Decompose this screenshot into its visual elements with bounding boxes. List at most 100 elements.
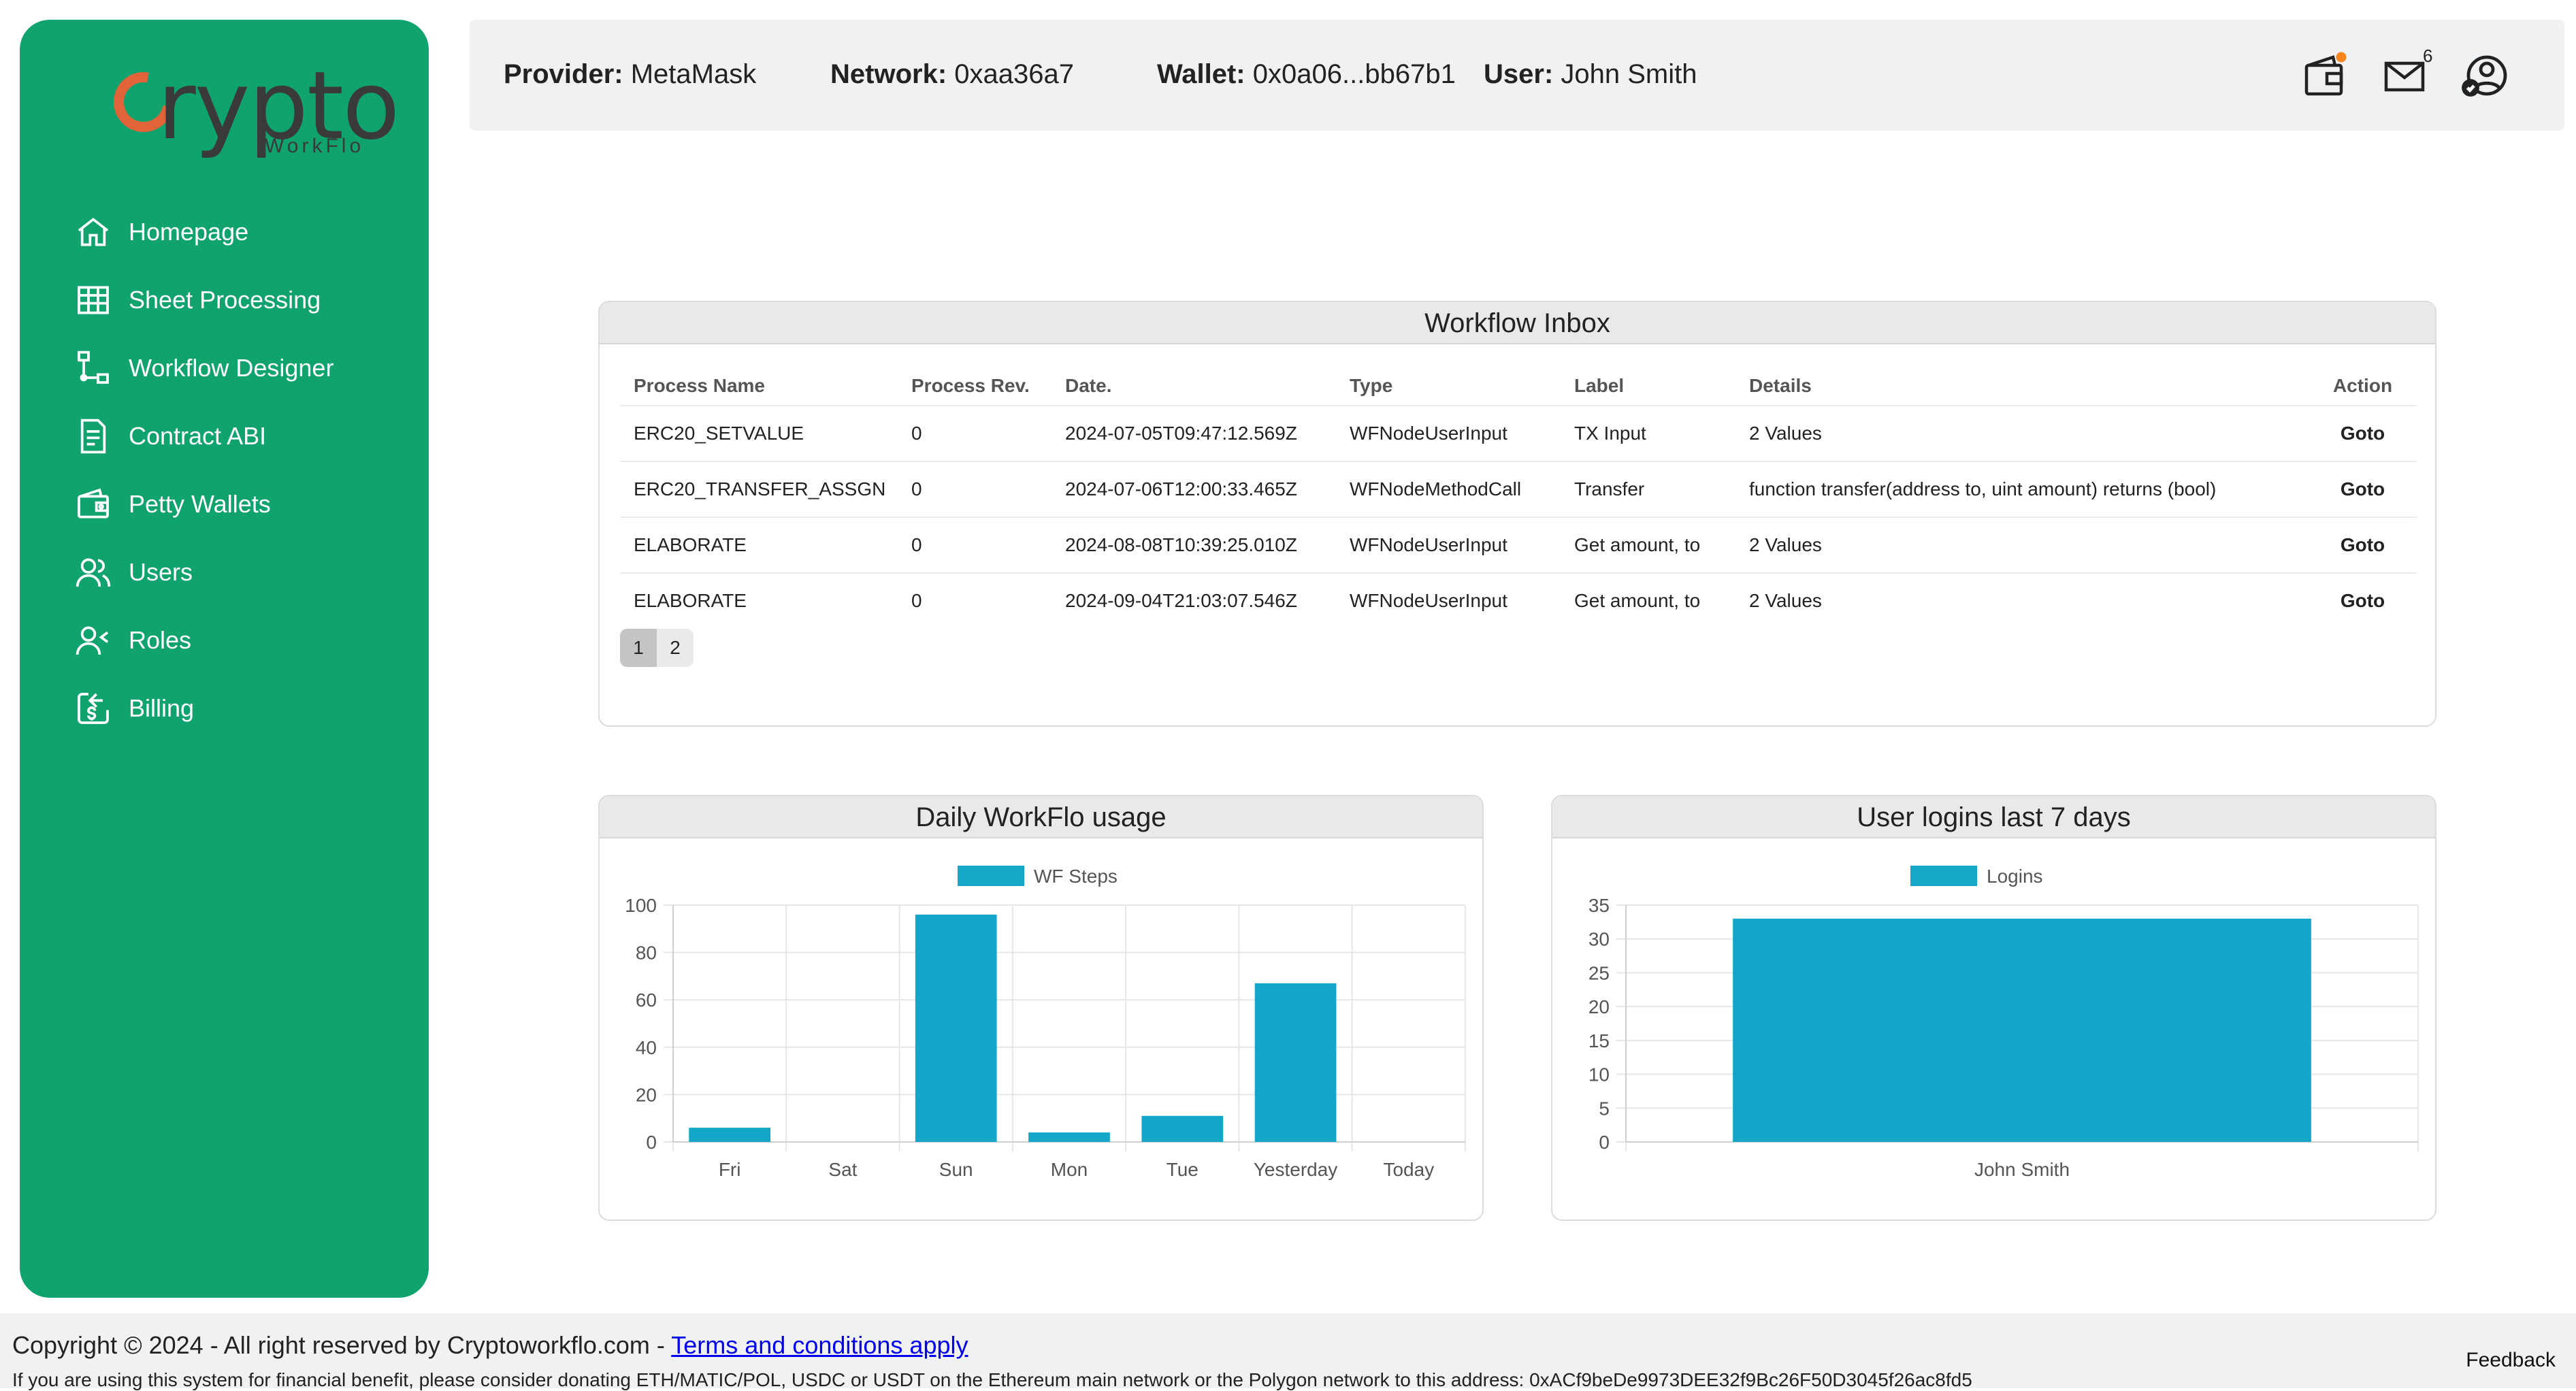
x-tick-label: Sat	[828, 1159, 857, 1180]
y-tick-label: 20	[1588, 996, 1610, 1017]
user-label: User:	[1484, 59, 1554, 89]
bar-sun	[915, 914, 997, 1142]
terms-link[interactable]: Terms and conditions apply	[671, 1331, 968, 1359]
goto-button[interactable]: Goto	[2295, 572, 2417, 628]
cell-type: WFNodeUserInput	[1336, 405, 1561, 461]
sidebar: rypto WorkFlo Homepage Sheet Processing …	[20, 20, 429, 1298]
donation-note: If you are using this system for financi…	[12, 1369, 1972, 1390]
cell-date: 2024-07-05T09:47:12.569Z	[1051, 405, 1336, 461]
cell-process-rev: 0	[898, 572, 1051, 628]
user-logins-title: User logins last 7 days	[1552, 796, 2435, 838]
user-info: User: John Smith	[1484, 59, 1697, 90]
cell-date: 2024-09-04T21:03:07.546Z	[1051, 572, 1336, 628]
bar-tue	[1141, 1115, 1224, 1142]
daily-usage-chart: WF Steps 0 20 40 60 80 100 Fri Sat Sun Mon Tue Yeste…	[625, 866, 1466, 1180]
workflow-inbox-title: Workflow Inbox	[600, 302, 2435, 344]
sidebar-item-homepage[interactable]: Homepage	[74, 198, 414, 266]
network-value: 0xaa36a7	[954, 59, 1074, 89]
cell-process-rev: 0	[898, 405, 1051, 461]
sidebar-item-roles[interactable]: Roles	[74, 606, 414, 674]
logo-sub: WorkFlo	[265, 135, 365, 157]
legend-label: WF Steps	[1034, 866, 1118, 887]
sidebar-item-label: Users	[129, 558, 193, 586]
sidebar-item-label: Petty Wallets	[129, 490, 271, 518]
cell-label: Transfer	[1561, 461, 1735, 517]
cell-process-name: ERC20_SETVALUE	[620, 405, 898, 461]
sidebar-item-users[interactable]: Users	[74, 538, 414, 606]
network-label: Network:	[830, 59, 947, 89]
home-icon	[78, 217, 109, 246]
cell-label: TX Input	[1561, 405, 1735, 461]
cell-date: 2024-08-08T10:39:25.010Z	[1051, 517, 1336, 573]
sidebar-item-billing[interactable]: Billing	[74, 674, 414, 742]
bar-fri	[689, 1128, 771, 1142]
goto-button[interactable]: Goto	[2295, 405, 2417, 461]
cell-date: 2024-07-06T12:00:33.465Z	[1051, 461, 1336, 517]
wallet-value: 0x0a06...bb67b1	[1252, 59, 1456, 89]
bar-mon	[1028, 1132, 1110, 1142]
copyright-label: Copyright © 2024 - All right reserved by…	[12, 1331, 672, 1359]
metamask-wallet-icon[interactable]	[2300, 51, 2349, 100]
col-details: Details	[1749, 375, 1812, 396]
y-tick-label: 20	[636, 1084, 657, 1105]
feedback-button[interactable]: Feedback	[2466, 1349, 2556, 1371]
y-tick-label: 30	[1588, 929, 1610, 950]
table-row: ERC20_TRANSFER_ASSGN 0 2024-07-06T12:00:…	[620, 461, 2417, 517]
cell-type: WFNodeUserInput	[1336, 572, 1561, 628]
cell-process-rev: 0	[898, 517, 1051, 573]
sidebar-item-label: Sheet Processing	[129, 286, 321, 314]
user-logins-card: User logins last 7 days Logins 0 5 10 15 20 25…	[1551, 795, 2436, 1221]
sidebar-item-label: Homepage	[129, 218, 249, 246]
sidebar-item-contract-abi[interactable]: Contract ABI	[74, 402, 414, 470]
pagination: 1 2	[620, 629, 694, 667]
footer: Copyright © 2024 - All right reserved by…	[0, 1313, 2576, 1390]
y-tick-label: 35	[1588, 895, 1610, 916]
bar-john-smith	[1733, 918, 2311, 1142]
inbox-table: Process Name Process Rev. Date. Type Lab…	[620, 367, 2417, 628]
page-1-button[interactable]: 1	[620, 629, 657, 667]
y-tick-label: 40	[636, 1037, 657, 1058]
network-info: Network: 0xaa36a7	[830, 59, 1074, 90]
mail-count-badge: 6	[2423, 46, 2433, 66]
legend-swatch	[1910, 866, 1977, 886]
sidebar-item-workflow-designer[interactable]: Workflow Designer	[74, 334, 414, 402]
mail-icon[interactable]	[2382, 51, 2431, 100]
cell-type: WFNodeMethodCall	[1336, 461, 1561, 517]
wallet-icon	[78, 488, 109, 519]
y-tick-label: 15	[1588, 1030, 1610, 1051]
goto-button[interactable]: Goto	[2295, 461, 2417, 517]
workflow-icon	[78, 350, 109, 384]
cell-label: Get amount, to	[1561, 572, 1735, 628]
cell-label: Get amount, to	[1561, 517, 1735, 573]
daily-usage-card: Daily WorkFlo usage WF Steps 0 20 40 60 80 100…	[598, 795, 1484, 1221]
table-header-row: Process Name Process Rev. Date. Type Lab…	[620, 367, 2417, 406]
workflow-inbox-card: Workflow Inbox Process Name Process Rev.…	[598, 301, 2436, 727]
y-tick-label: 0	[1599, 1132, 1610, 1153]
sidebar-item-sheet-processing[interactable]: Sheet Processing	[74, 266, 414, 334]
copyright-text: Copyright © 2024 - All right reserved by…	[12, 1331, 968, 1360]
sidebar-item-label: Roles	[129, 626, 192, 654]
legend-swatch	[958, 866, 1024, 886]
provider-value: MetaMask	[630, 59, 757, 89]
x-tick-label: John Smith	[1974, 1159, 2070, 1180]
user-value: John Smith	[1561, 59, 1697, 89]
sidebar-item-label: Billing	[129, 694, 195, 722]
table-row: ELABORATE 0 2024-09-04T21:03:07.546Z WFN…	[620, 572, 2417, 628]
col-type: Type	[1350, 375, 1393, 396]
x-tick-label: Sun	[939, 1159, 973, 1180]
logo[interactable]: rypto WorkFlo	[95, 50, 400, 169]
cell-process-name: ELABORATE	[620, 517, 898, 573]
cell-process-name: ERC20_TRANSFER_ASSGN	[620, 461, 898, 517]
col-process-rev: Process Rev.	[911, 375, 1030, 396]
sidebar-item-label: Contract ABI	[129, 422, 267, 450]
user-account-icon[interactable]	[2460, 51, 2509, 100]
x-tick-label: Fri	[719, 1159, 741, 1180]
wallet-label: Wallet:	[1157, 59, 1245, 89]
y-tick-label: 5	[1599, 1098, 1610, 1119]
col-date: Date.	[1065, 375, 1112, 396]
sidebar-item-petty-wallets[interactable]: Petty Wallets	[74, 470, 414, 538]
y-tick-label: 60	[636, 989, 657, 1011]
goto-button[interactable]: Goto	[2295, 517, 2417, 573]
page-2-button[interactable]: 2	[657, 629, 694, 667]
cell-details: function transfer(address to, uint amoun…	[1735, 461, 2295, 517]
